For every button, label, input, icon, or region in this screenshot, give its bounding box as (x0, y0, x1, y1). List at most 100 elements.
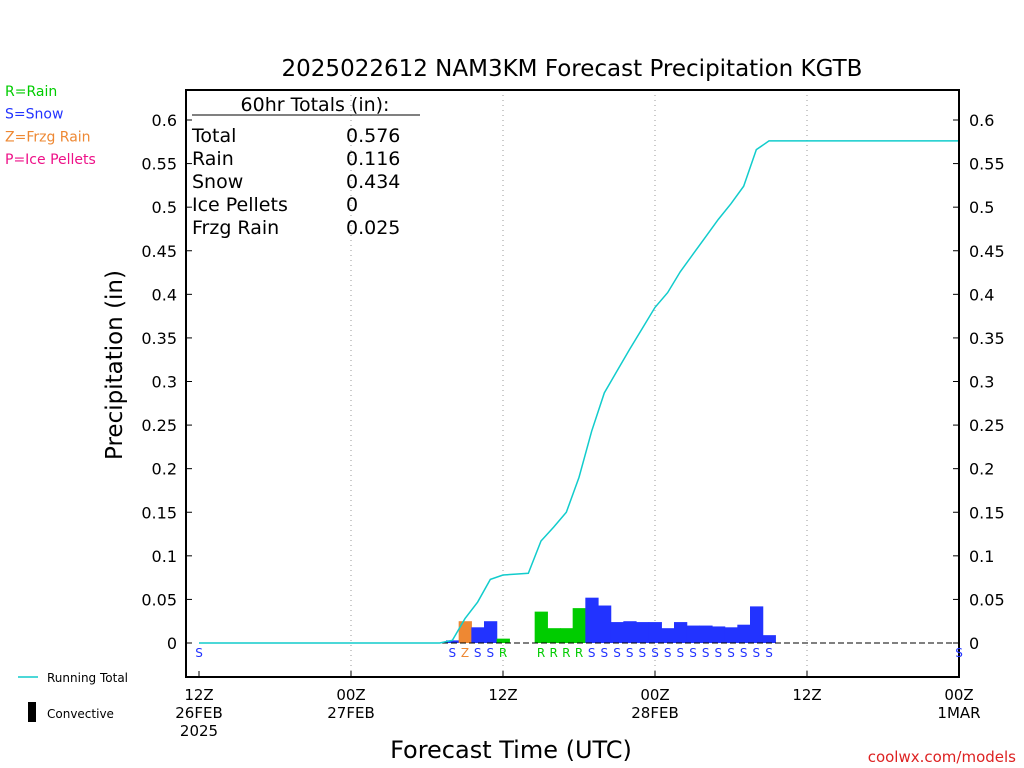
y-tick-label: 0.45 (141, 242, 177, 261)
precip-bar (724, 627, 738, 643)
precip-bar (471, 627, 485, 643)
precip-bar (560, 628, 574, 643)
y-tick-label-right: 0.6 (969, 111, 994, 130)
y-axis-label: Precipitation (in) (102, 270, 128, 460)
y-tick-label: 0 (167, 634, 177, 653)
y-tick-label: 0.35 (141, 329, 177, 348)
precip-bar (762, 635, 776, 643)
precip-type-letter: S (677, 646, 685, 660)
precip-type-letter: S (753, 646, 761, 660)
totals-row-label: Snow (192, 171, 243, 193)
y-tick-label: 0.6 (152, 111, 177, 130)
totals-row-label: Total (191, 125, 236, 147)
legend-type-entry: Z=Frzg Rain (5, 129, 91, 145)
precip-type-letter: R (575, 646, 583, 660)
y-tick-label-right: 0.05 (969, 590, 1005, 609)
precip-type-letter: S (588, 646, 596, 660)
legend-type-entry: R=Rain (5, 84, 57, 100)
precip-bar (661, 628, 675, 643)
y-tick-label-right: 0.45 (969, 242, 1005, 261)
y-tick-label: 0.15 (141, 503, 177, 522)
y-tick-label-right: 0.2 (969, 460, 994, 479)
y-tick-label-right: 0 (969, 634, 979, 653)
legend-type-entry: P=Ice Pellets (5, 152, 96, 168)
totals-box: 60hr Totals (in):Total 0.576 Rain 0.116 Snow… (191, 94, 420, 239)
y-tick-label-right: 0.3 (969, 373, 994, 392)
totals-row-value: 0.576 (346, 125, 400, 147)
precip-type-letter: S (601, 646, 609, 660)
x-tick-label: 26FEB (175, 704, 222, 722)
precip-bar (534, 611, 548, 643)
x-tick-label: 12Z (792, 686, 821, 704)
precip-type-letter: S (727, 646, 735, 660)
precip-bar (648, 622, 662, 643)
y-tick-label-right: 0.35 (969, 329, 1005, 348)
y-tick-label-right: 0.55 (969, 155, 1005, 174)
x-tick-label: 2025 (180, 722, 218, 740)
precip-bar (750, 606, 764, 643)
legend-convective-swatch (28, 702, 36, 722)
precip-type-letter: S (740, 646, 748, 660)
x-tick-label: 12Z (488, 686, 517, 704)
precip-bar (458, 621, 472, 643)
running-total-line (199, 140, 959, 644)
precip-type-letter: S (715, 646, 723, 660)
precip-bar (572, 608, 586, 643)
y-tick-label: 0.1 (152, 547, 177, 566)
precip-type-letter: S (955, 646, 963, 660)
plot-frame (185, 89, 960, 678)
credit-text: coolwx.com/models (868, 748, 1016, 766)
precip-bar (446, 640, 460, 643)
grid-lines (350, 90, 808, 677)
precip-type-letter: R (549, 646, 557, 660)
y-tick-label: 0.4 (152, 285, 177, 304)
totals-row-value: 0.434 (346, 171, 400, 193)
precip-bar (712, 626, 726, 643)
precip-type-letter: R (537, 646, 545, 660)
precip-type-letter: S (664, 646, 672, 660)
totals-row-label: Frzg Rain (192, 217, 279, 239)
precip-bar (686, 625, 700, 643)
x-tick-label: 1MAR (937, 704, 980, 722)
x-axis-label: Forecast Time (UTC) (390, 736, 632, 764)
precip-type-letter: S (626, 646, 634, 660)
x-tick-label: 28FEB (631, 704, 678, 722)
precip-type-letter: R (499, 646, 507, 660)
precip-type-letter: S (639, 646, 647, 660)
precip-bar (585, 597, 599, 643)
precip-bar (598, 605, 612, 643)
precip-bar (737, 624, 751, 643)
y-tick-label: 0.25 (141, 416, 177, 435)
precip-type-letter: S (449, 646, 457, 660)
x-tick-label: 00Z (640, 686, 669, 704)
precip-type-letter: S (487, 646, 495, 660)
precip-bar (636, 622, 650, 643)
y-tick-label-right: 0.25 (969, 416, 1005, 435)
precip-type-letter: S (613, 646, 621, 660)
totals-row-value: 0 (346, 194, 358, 216)
x-tick-label: 00Z (944, 686, 973, 704)
x-tick-label: 00Z (336, 686, 365, 704)
legend-convective-label: Convective (47, 707, 114, 721)
precip-type-letter: S (195, 646, 203, 660)
precip-bar (674, 622, 688, 643)
precip-type-letter: S (474, 646, 482, 660)
totals-row-value: 0.116 (346, 148, 400, 170)
y-tick-label-right: 0.5 (969, 198, 994, 217)
x-tick-label: 12Z (184, 686, 213, 704)
precip-type-letter: S (651, 646, 659, 660)
precip-type-letter: S (702, 646, 710, 660)
y-tick-label-right: 0.15 (969, 503, 1005, 522)
bar-series (199, 597, 959, 644)
y-tick-label-right: 0.4 (969, 285, 994, 304)
precip-type-letter: R (562, 646, 570, 660)
y-tick-label-right: 0.1 (969, 547, 994, 566)
y-tick-label: 0.2 (152, 460, 177, 479)
precip-bar (699, 625, 713, 643)
precip-bar (623, 621, 637, 643)
totals-row-label: Rain (192, 148, 234, 170)
precip-bar (484, 621, 498, 643)
